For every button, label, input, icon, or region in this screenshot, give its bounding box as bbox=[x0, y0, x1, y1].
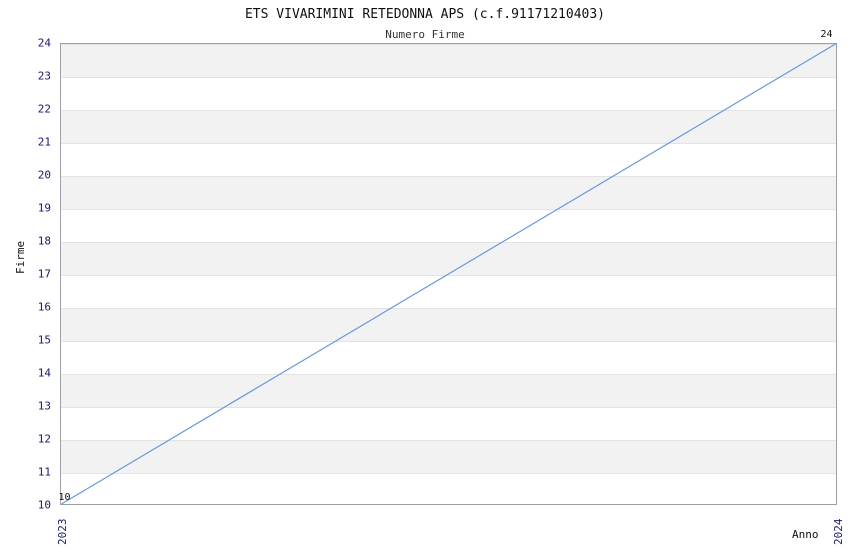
y-tick-label: 15 bbox=[37, 333, 51, 347]
y-tick-label: 19 bbox=[37, 201, 51, 215]
y-tick-label: 10 bbox=[37, 498, 51, 512]
y-tick-label: 23 bbox=[37, 69, 51, 83]
plot-band bbox=[61, 374, 836, 407]
gridline bbox=[61, 110, 836, 111]
chart-subtitle: Numero Firme bbox=[385, 28, 465, 41]
y-tick-label: 17 bbox=[37, 267, 51, 281]
y-tick-label: 18 bbox=[37, 234, 51, 248]
series-line-numero-firme bbox=[61, 44, 836, 504]
gridline bbox=[61, 143, 836, 144]
gridline bbox=[61, 308, 836, 309]
y-tick-label: 20 bbox=[37, 168, 51, 182]
gridline bbox=[61, 341, 836, 342]
gridline bbox=[61, 176, 836, 177]
gridline bbox=[61, 407, 836, 408]
y-tick-label: 16 bbox=[37, 300, 51, 314]
chart-title: ETS VIVARIMINI RETEDONNA APS (c.f.911712… bbox=[244, 7, 606, 22]
y-axis-tick-labels: 10 11 12 13 14 15 16 17 18 19 20 21 22 23 24 bbox=[0, 37, 56, 512]
y-tick-label: 21 bbox=[37, 135, 51, 149]
y-tick-label: 12 bbox=[37, 432, 51, 446]
gridline bbox=[61, 77, 836, 78]
plot-band bbox=[61, 44, 836, 77]
y-tick-label: 13 bbox=[37, 399, 51, 413]
x-tick-label: 2023 bbox=[55, 518, 69, 546]
y-tick-label: 11 bbox=[37, 465, 51, 479]
gridline bbox=[61, 242, 836, 243]
gridline bbox=[61, 209, 836, 210]
plot-band bbox=[61, 110, 836, 143]
x-axis-title: Anno bbox=[792, 528, 819, 541]
plot-band bbox=[61, 440, 836, 473]
gridline bbox=[61, 44, 836, 45]
gridline bbox=[61, 275, 836, 276]
plot-background-bands bbox=[61, 44, 836, 504]
y-tick-label: 14 bbox=[37, 366, 51, 380]
data-point-label: 10 bbox=[58, 492, 71, 503]
plot-band bbox=[61, 176, 836, 209]
gridline bbox=[61, 473, 836, 474]
y-tick-label: 22 bbox=[37, 102, 51, 116]
y-tick-label: 24 bbox=[37, 36, 51, 50]
gridline bbox=[61, 440, 836, 441]
plot-band bbox=[61, 308, 836, 341]
gridline bbox=[61, 374, 836, 375]
data-point-label: 24 bbox=[820, 29, 833, 40]
x-tick-label: 2024 bbox=[831, 518, 845, 546]
plot-band bbox=[61, 242, 836, 275]
plot-area bbox=[60, 43, 837, 505]
